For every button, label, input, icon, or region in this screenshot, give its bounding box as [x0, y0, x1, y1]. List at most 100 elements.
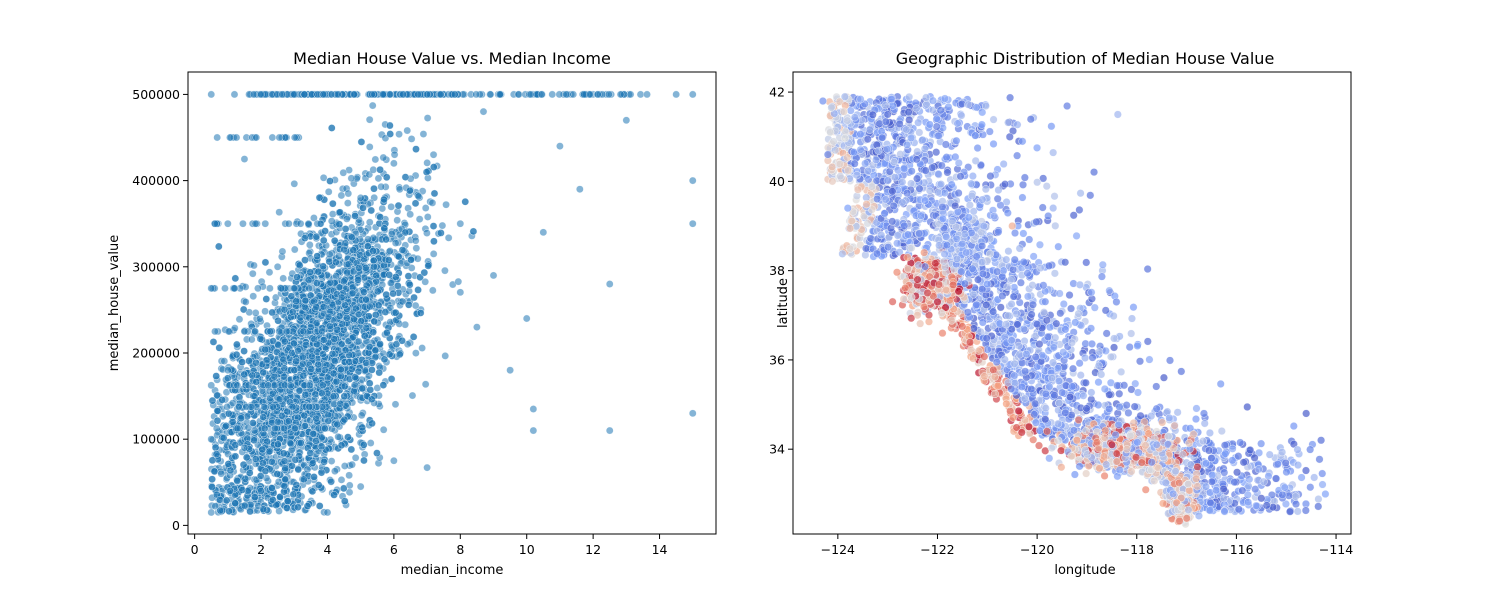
data-point	[364, 235, 372, 244]
data-point	[387, 230, 396, 238]
data-point	[317, 442, 326, 451]
data-point	[358, 423, 367, 432]
data-point	[221, 284, 229, 293]
data-point	[415, 215, 424, 223]
data-point	[442, 200, 450, 209]
data-point	[337, 340, 346, 349]
data-point	[323, 508, 332, 517]
data-point	[230, 284, 239, 293]
data-point	[255, 314, 264, 323]
data-point	[308, 459, 317, 467]
data-point	[340, 497, 349, 506]
data-point	[208, 483, 216, 491]
data-point	[212, 450, 221, 458]
data-point	[429, 250, 438, 258]
data-point	[211, 219, 219, 228]
data-point	[224, 460, 233, 468]
data-point	[529, 426, 538, 435]
data-point	[393, 281, 402, 290]
data-point	[335, 220, 344, 229]
data-point	[275, 208, 284, 217]
data-point	[405, 287, 413, 295]
data-point	[296, 219, 305, 228]
data-point	[254, 284, 262, 293]
data-point	[688, 409, 697, 418]
data-point	[240, 155, 249, 163]
data-point	[421, 204, 430, 212]
x-tick-label: 10	[519, 542, 535, 557]
data-point	[408, 391, 417, 400]
data-point	[437, 229, 445, 237]
data-point	[321, 424, 329, 433]
data-point	[249, 419, 257, 427]
data-point	[385, 350, 394, 359]
data-point	[1035, 240, 1044, 249]
data-point	[325, 257, 334, 266]
data-point	[294, 465, 303, 474]
data-point	[275, 327, 284, 336]
data-point	[382, 173, 391, 182]
data-point	[232, 133, 241, 142]
data-point	[290, 339, 298, 348]
data-point	[231, 274, 240, 283]
data-point	[223, 374, 232, 383]
data-point	[423, 463, 431, 472]
data-point	[228, 418, 237, 426]
data-point	[989, 115, 998, 124]
data-point	[222, 422, 230, 430]
data-point	[248, 371, 257, 380]
data-point	[348, 460, 356, 469]
data-point	[413, 254, 422, 263]
data-point	[312, 376, 320, 385]
data-point	[314, 481, 323, 489]
data-point	[438, 221, 447, 230]
data-point	[392, 273, 400, 281]
data-point	[319, 90, 327, 99]
data-point	[312, 232, 321, 241]
data-point	[349, 246, 358, 255]
data-point	[403, 126, 412, 135]
y-tick-label: 0	[172, 518, 180, 533]
data-point	[339, 168, 348, 177]
data-point	[314, 267, 323, 276]
data-point	[341, 239, 350, 248]
data-point	[306, 449, 315, 457]
data-point	[489, 271, 498, 280]
data-point	[324, 313, 333, 321]
data-point	[327, 124, 336, 132]
data-point	[283, 497, 292, 506]
data-point	[369, 328, 378, 337]
data-point	[239, 219, 247, 228]
data-point	[407, 135, 416, 143]
data-point	[233, 477, 242, 485]
data-point	[382, 235, 390, 244]
data-point	[340, 392, 349, 401]
data-point	[224, 409, 233, 418]
y-tick-label: 300000	[132, 259, 180, 274]
data-point	[342, 215, 351, 223]
data-point	[235, 393, 244, 402]
data-point	[386, 121, 394, 130]
data-point	[261, 467, 270, 475]
data-point	[1192, 404, 1201, 413]
data-point	[277, 284, 286, 293]
data-point	[386, 130, 395, 138]
data-point	[348, 289, 357, 298]
data-point	[344, 260, 353, 269]
data-point	[391, 308, 400, 317]
chart-left-title: Median House Value vs. Median Income	[293, 49, 611, 68]
data-point	[210, 467, 219, 476]
data-point	[278, 90, 287, 99]
data-point	[429, 222, 438, 230]
data-point	[331, 467, 339, 475]
data-point	[406, 186, 414, 195]
data-point	[344, 433, 352, 441]
data-point	[389, 289, 397, 298]
data-point	[419, 130, 428, 138]
data-point	[332, 377, 341, 386]
data-point	[273, 418, 282, 426]
data-point	[208, 396, 217, 405]
data-point	[223, 366, 232, 375]
data-point	[240, 347, 248, 355]
data-point	[320, 457, 328, 466]
